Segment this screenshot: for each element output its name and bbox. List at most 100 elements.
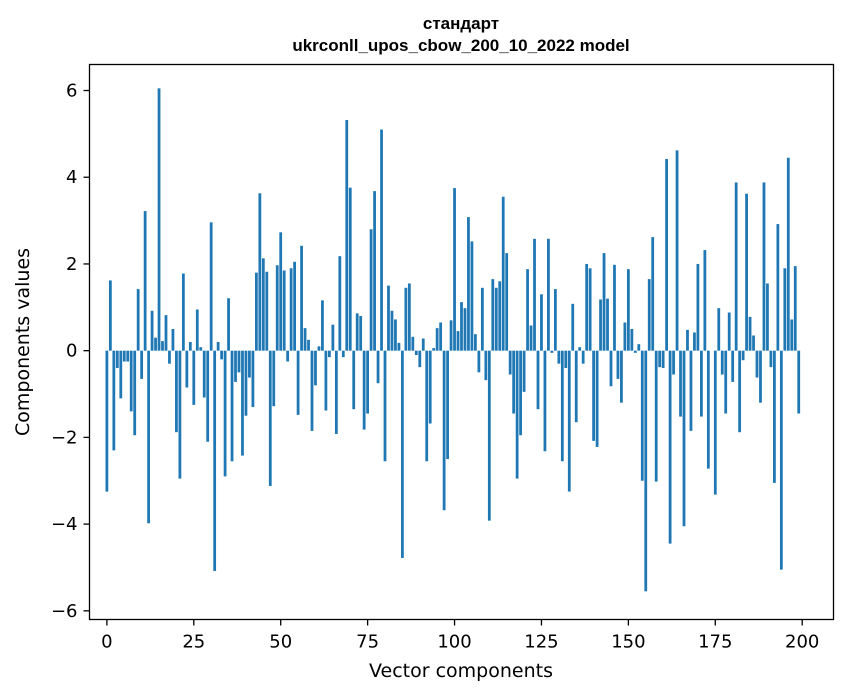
- bar-39: [241, 350, 244, 456]
- bar-29: [206, 350, 210, 442]
- bar-89: [414, 350, 418, 356]
- bar-85: [401, 350, 404, 558]
- bar-20: [175, 350, 178, 433]
- bar-119: [519, 350, 522, 436]
- bar-189: [762, 182, 766, 351]
- bar-22: [181, 273, 185, 351]
- bar-100: [453, 188, 456, 351]
- bar-5: [122, 350, 126, 362]
- bar-7: [129, 350, 133, 412]
- y-tick-label: 4: [66, 167, 77, 188]
- x-tick-label: 200: [785, 632, 819, 653]
- bar-82: [390, 310, 394, 351]
- bar-58: [307, 339, 310, 351]
- bar-71: [352, 350, 356, 410]
- bar-151: [630, 328, 634, 351]
- bar-61: [317, 346, 321, 351]
- bar-series: [105, 88, 801, 592]
- bar-24: [188, 342, 192, 351]
- bar-144: [606, 298, 609, 351]
- y-axis-label: Components values: [12, 248, 34, 436]
- bar-135: [574, 350, 578, 423]
- bar-133: [567, 350, 571, 492]
- bar-10: [140, 350, 144, 379]
- bar-159: [658, 350, 662, 368]
- y-tick-label: 0: [66, 341, 77, 362]
- bar-122: [529, 325, 533, 351]
- bar-46: [265, 271, 269, 351]
- x-tick-label: 100: [437, 632, 471, 653]
- bar-17: [164, 315, 168, 351]
- bar-62: [321, 300, 324, 351]
- bar-131: [560, 350, 564, 462]
- bar-68: [341, 350, 345, 358]
- bar-2: [112, 350, 116, 451]
- bar-197: [790, 319, 794, 351]
- bar-152: [633, 350, 637, 353]
- bar-118: [515, 350, 519, 479]
- bar-86: [404, 287, 408, 351]
- bar-15: [157, 88, 161, 351]
- bar-11: [143, 211, 147, 351]
- x-axis-label: Vector components: [369, 660, 553, 682]
- bar-160: [661, 350, 665, 369]
- bar-173: [706, 350, 710, 469]
- bar-97: [442, 350, 446, 511]
- bar-60: [314, 350, 317, 386]
- bar-194: [779, 350, 783, 570]
- bar-35: [227, 298, 230, 351]
- bar-76: [369, 229, 373, 351]
- bar-125: [540, 294, 543, 351]
- x-tick-label: 150: [611, 632, 645, 653]
- bar-198: [793, 266, 797, 351]
- bar-195: [783, 268, 787, 351]
- bar-102: [460, 302, 463, 351]
- x-tick-label: 25: [182, 632, 205, 653]
- bar-137: [581, 350, 585, 364]
- bar-184: [745, 193, 748, 351]
- bar-51: [282, 270, 286, 351]
- bar-55: [296, 350, 300, 415]
- bar-57: [303, 328, 307, 351]
- bar-28: [202, 350, 206, 398]
- bar-40: [244, 350, 248, 416]
- bar-188: [759, 350, 762, 403]
- bar-43: [254, 272, 258, 351]
- bar-130: [557, 350, 561, 364]
- bar-8: [133, 350, 137, 436]
- bar-116: [508, 350, 512, 375]
- bar-78: [376, 350, 380, 384]
- bar-121: [526, 269, 529, 351]
- bar-165: [679, 350, 682, 417]
- bar-31: [213, 350, 217, 571]
- bar-166: [682, 350, 686, 527]
- bar-164: [675, 150, 679, 351]
- bar-139: [588, 268, 592, 351]
- bar-148: [620, 350, 623, 403]
- bar-181: [734, 182, 738, 351]
- bar-47: [268, 350, 272, 486]
- bar-108: [480, 287, 484, 351]
- bar-32: [216, 342, 220, 351]
- bar-95: [435, 328, 439, 351]
- bar-106: [474, 334, 477, 351]
- bar-192: [773, 350, 776, 483]
- bar-134: [571, 303, 575, 351]
- bar-172: [703, 250, 707, 351]
- bar-41: [248, 350, 251, 378]
- bar-93: [428, 350, 432, 424]
- bar-75: [366, 350, 370, 414]
- bar-143: [602, 253, 606, 351]
- bar-104: [467, 217, 470, 351]
- bar-74: [362, 350, 366, 430]
- bar-114: [501, 196, 505, 351]
- bar-101: [456, 331, 460, 351]
- x-tick-label: 75: [356, 632, 379, 653]
- bar-3: [115, 350, 119, 369]
- bar-147: [616, 350, 620, 379]
- bar-6: [126, 350, 130, 362]
- bar-127: [547, 238, 550, 351]
- bar-111: [491, 279, 495, 351]
- bar-66: [334, 350, 338, 434]
- bar-96: [439, 322, 443, 351]
